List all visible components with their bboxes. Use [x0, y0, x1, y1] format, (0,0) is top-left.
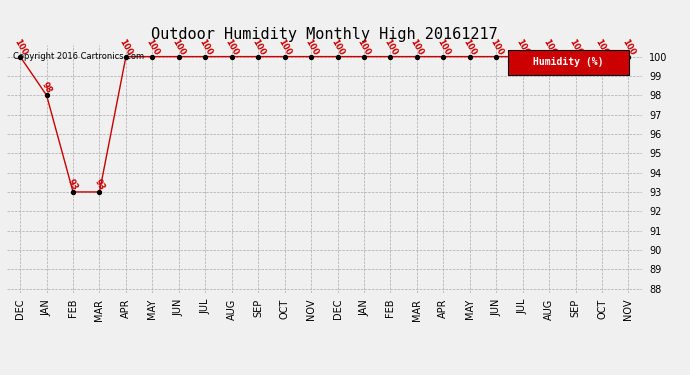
Point [623, 54, 634, 60]
Text: 100: 100 [541, 37, 558, 57]
Point [411, 54, 422, 60]
Text: 100: 100 [329, 37, 346, 57]
Text: 100: 100 [303, 37, 319, 57]
FancyBboxPatch shape [509, 50, 629, 75]
Point [253, 54, 264, 60]
Text: 100: 100 [118, 37, 134, 57]
Text: 100: 100 [435, 37, 451, 57]
Text: 100: 100 [488, 37, 504, 57]
Point [200, 54, 211, 60]
Text: 100: 100 [462, 37, 478, 57]
Text: 100: 100 [224, 37, 240, 57]
Text: 100: 100 [620, 37, 637, 57]
Text: 100: 100 [567, 37, 584, 57]
Point [518, 54, 529, 60]
Text: 100: 100 [197, 37, 213, 57]
Point [173, 54, 184, 60]
Point [68, 189, 79, 195]
Point [385, 54, 396, 60]
Text: 100: 100 [408, 37, 425, 57]
Point [359, 54, 370, 60]
Text: 100: 100 [170, 37, 187, 57]
Title: Outdoor Humidity Monthly High 20161217: Outdoor Humidity Monthly High 20161217 [151, 27, 497, 42]
Text: 100: 100 [250, 37, 266, 57]
Text: 100: 100 [12, 37, 28, 57]
Point [226, 54, 237, 60]
Point [306, 54, 317, 60]
Point [147, 54, 158, 60]
Point [491, 54, 502, 60]
Text: 93: 93 [92, 177, 106, 192]
Point [14, 54, 26, 60]
Text: 100: 100 [515, 37, 531, 57]
Text: Copyright 2016 Cartronics.com: Copyright 2016 Cartronics.com [13, 53, 144, 62]
Point [121, 54, 132, 60]
Text: 100: 100 [277, 37, 293, 57]
Point [464, 54, 475, 60]
Text: 100: 100 [144, 37, 161, 57]
Point [570, 54, 581, 60]
Text: 100: 100 [382, 37, 399, 57]
Point [597, 54, 608, 60]
Text: 100: 100 [356, 37, 372, 57]
Point [544, 54, 555, 60]
Point [279, 54, 290, 60]
Point [94, 189, 105, 195]
Text: 93: 93 [66, 177, 80, 192]
Point [332, 54, 343, 60]
Point [438, 54, 449, 60]
Text: 98: 98 [40, 81, 53, 95]
Text: Humidity (%): Humidity (%) [533, 57, 604, 68]
Text: 100: 100 [594, 37, 610, 57]
Point [41, 92, 52, 98]
